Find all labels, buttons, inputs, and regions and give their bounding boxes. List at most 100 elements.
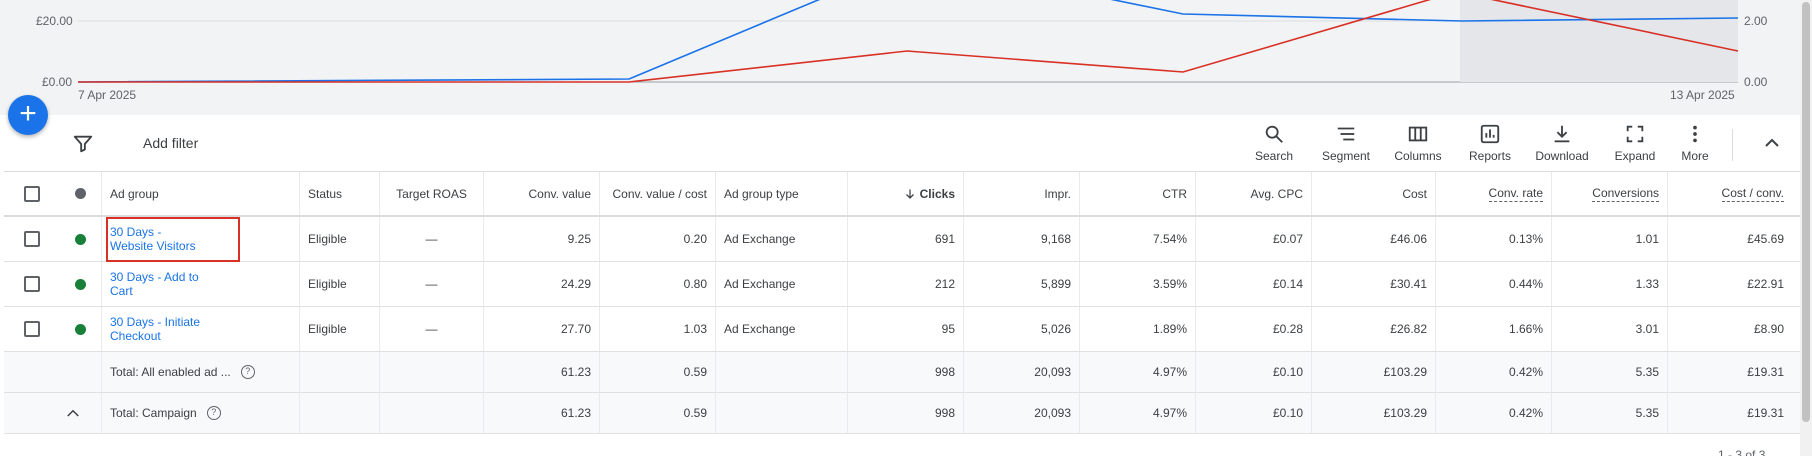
ad-group-name-line1: 30 Days - Add to xyxy=(110,270,199,284)
enabled-status-icon xyxy=(75,323,86,335)
scroll-thumb[interactable] xyxy=(1802,2,1810,422)
conv-value-cell: 9.25 xyxy=(484,217,600,261)
total-conv-value-cell: 61.23 xyxy=(484,393,600,433)
search-button[interactable]: Search xyxy=(1239,123,1309,163)
row-select-cell xyxy=(4,262,60,306)
header-status[interactable]: Status xyxy=(300,172,380,215)
header-cost[interactable]: Cost xyxy=(1312,172,1436,215)
ad-group-type-cell: Ad Exchange xyxy=(716,262,848,306)
target-roas-cell[interactable]: — xyxy=(380,307,484,351)
header-ad-group-type[interactable]: Ad group type xyxy=(716,172,848,215)
columns-button[interactable]: Columns xyxy=(1383,123,1453,163)
conv-value-cost-cell: 0.20 xyxy=(600,217,716,261)
total-label: Total: Campaign xyxy=(110,406,197,420)
table-row: 30 Days - Initiate Checkout Eligible — Ad Ex… xyxy=(4,307,1802,352)
conv-value-cell: 24.29 xyxy=(484,262,600,306)
target-roas-cell[interactable]: — xyxy=(380,262,484,306)
status-dot-cell xyxy=(60,262,102,306)
header-conversions[interactable]: Conversions xyxy=(1552,172,1668,215)
clicks-cell: 691 xyxy=(848,217,964,261)
ad-group-name-line1: 30 Days - Initiate xyxy=(110,315,201,329)
segment-button[interactable]: Segment xyxy=(1311,123,1381,163)
header-clicks[interactable]: Clicks xyxy=(848,172,964,215)
conv-value-cost-cell: 0.80 xyxy=(600,262,716,306)
row-select-cell xyxy=(4,307,60,351)
empty-cell xyxy=(716,352,848,392)
header-ctr[interactable]: CTR xyxy=(1080,172,1196,215)
add-filter-button[interactable]: Add filter xyxy=(143,135,199,151)
y-left-tick-top: £20.00 xyxy=(36,14,73,28)
total-impr-cell: 20,093 xyxy=(964,393,1080,433)
segment-label: Segment xyxy=(1321,149,1371,163)
empty-cell xyxy=(300,393,380,433)
total-label: Total: All enabled ad ... xyxy=(110,365,231,379)
add-button[interactable]: + xyxy=(8,95,48,135)
more-button[interactable]: More xyxy=(1660,123,1730,163)
total-conversions-cell: 5.35 xyxy=(1552,393,1668,433)
expand-icon xyxy=(1626,125,1644,143)
header-clicks-label: Clicks xyxy=(919,186,955,201)
ad-group-link[interactable]: 30 Days - Initiate Checkout xyxy=(110,315,200,343)
ad-group-link[interactable]: 30 Days - Add to Cart xyxy=(110,270,199,298)
conversions-cell: 1.33 xyxy=(1552,262,1668,306)
download-label: Download xyxy=(1535,149,1589,163)
chart-shaded-region xyxy=(1460,0,1738,82)
total-row-control xyxy=(4,352,102,392)
status-dot-header xyxy=(60,172,102,215)
empty-cell xyxy=(716,393,848,433)
help-icon[interactable]: ? xyxy=(206,406,221,420)
total-cost-conv-cell: £19.31 xyxy=(1747,365,1784,379)
chevron-up-icon[interactable] xyxy=(64,404,82,422)
y-right-tick-top: 2.00 xyxy=(1744,14,1768,28)
target-roas-cell[interactable]: — xyxy=(380,217,484,261)
filter-icon[interactable] xyxy=(72,133,94,155)
row-checkbox[interactable] xyxy=(24,231,40,247)
header-conv-rate[interactable]: Conv. rate xyxy=(1436,172,1552,215)
download-button[interactable]: Download xyxy=(1527,123,1597,163)
total-label-cell: Total: All enabled ad ...? xyxy=(102,352,300,392)
help-icon[interactable]: ? xyxy=(240,365,255,379)
header-conv-value[interactable]: Conv. value xyxy=(484,172,600,215)
status-dot-cell xyxy=(60,307,102,351)
download-icon xyxy=(1554,125,1570,143)
header-ad-group[interactable]: Ad group xyxy=(102,172,300,215)
header-impr[interactable]: Impr. xyxy=(964,172,1080,215)
header-avg-cpc[interactable]: Avg. CPC xyxy=(1196,172,1312,215)
header-conversions-label: Conversions xyxy=(1592,185,1659,202)
conv-rate-cell: 0.13% xyxy=(1436,217,1552,261)
columns-label: Columns xyxy=(1394,149,1442,163)
empty-cell xyxy=(380,352,484,392)
select-all-checkbox[interactable] xyxy=(24,185,40,202)
total-ctr-cell: 4.97% xyxy=(1080,352,1196,392)
total-row: Total: All enabled ad ...? 61.23 0.59 998 20… xyxy=(4,352,1802,393)
total-cost-conv-cell: £19.31 xyxy=(1747,406,1784,420)
more-label: More xyxy=(1681,149,1709,163)
total-cost-cell: £103.29 xyxy=(1312,393,1436,433)
vertical-scrollbar[interactable] xyxy=(1800,0,1812,456)
header-cost-conv-label: Cost / conv. xyxy=(1721,185,1784,202)
header-target-roas[interactable]: Target ROAS xyxy=(380,172,484,215)
row-checkbox[interactable] xyxy=(24,321,40,337)
header-conv-value-cost[interactable]: Conv. value / cost xyxy=(600,172,716,215)
total-conv-rate-cell: 0.42% xyxy=(1436,393,1552,433)
reports-label: Reports xyxy=(1468,149,1512,163)
total-ctr-cell: 4.97% xyxy=(1080,393,1196,433)
cost-cell: £26.82 xyxy=(1312,307,1436,351)
ad-group-link[interactable]: 30 Days - Website Visitors xyxy=(110,225,196,253)
chevron-up-icon[interactable] xyxy=(1760,131,1784,155)
ad-group-name-line2: Cart xyxy=(110,284,133,298)
total-cost-cell: £103.29 xyxy=(1312,352,1436,392)
enabled-status-icon xyxy=(75,278,86,290)
impr-cell: 9,168 xyxy=(964,217,1080,261)
status-cell: Eligible xyxy=(300,307,380,351)
conv-rate-cell: 0.44% xyxy=(1436,262,1552,306)
expand-button[interactable]: Expand xyxy=(1600,123,1670,163)
row-checkbox[interactable] xyxy=(24,276,40,292)
header-conv-rate-label: Conv. rate xyxy=(1488,185,1543,202)
chart-canvas xyxy=(77,0,1739,83)
impr-cell: 5,899 xyxy=(964,262,1080,306)
header-cost-conv[interactable]: Cost / conv. xyxy=(1668,172,1792,215)
reports-button[interactable]: Reports xyxy=(1455,123,1525,163)
clicks-cell: 95 xyxy=(848,307,964,351)
series-line-blue xyxy=(77,0,1739,83)
